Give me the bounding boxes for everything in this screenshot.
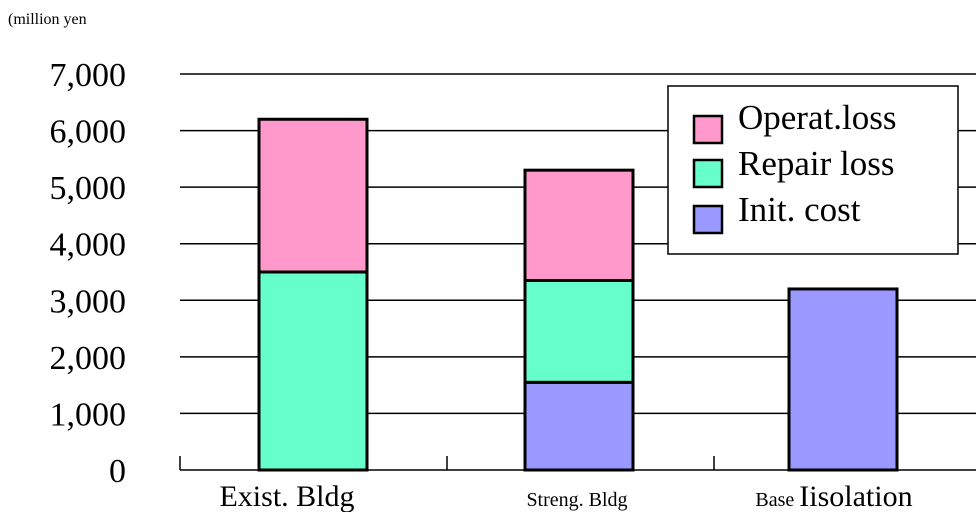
legend-label: Init. cost [738,190,861,229]
y-axis-unit-label: (million yen [8,11,87,28]
y-tick-label: 3,000 [50,283,127,320]
y-axis-tick-labels: 0 1,000 2,000 3,000 4,000 5,000 6,000 7,000 [50,57,127,490]
legend: Operat.loss Repair loss Init. cost [667,85,959,255]
x-category-label-prefix: Base [755,489,799,511]
y-tick-label: 6,000 [50,114,127,151]
legend-swatch [692,204,724,235]
y-tick-label: 1,000 [50,396,127,433]
y-tick-label: 4,000 [50,227,127,264]
x-category-label: Base Iisolation [755,480,912,512]
y-tick-label: 7,000 [50,57,127,94]
bar-segment-repair-loss [523,278,635,384]
legend-label: Repair loss [738,144,895,183]
bar-segment-init-cost [523,380,635,472]
x-axis-category-labels: Exist. Bldg Streng. Bldg Base Iisolation [219,480,912,512]
legend-swatch [692,114,724,145]
x-category-label: Streng. Bldg [526,489,627,511]
legend-swatch [692,158,724,189]
y-tick-label: 0 [109,453,126,490]
x-category-label-main: Iisolation [799,480,912,512]
x-category-label: Exist. Bldg [219,480,354,512]
bar-segment-init-cost [787,287,899,472]
legend-label: Operat.loss [738,98,896,137]
bars [257,117,899,472]
bar-segment-operat-loss [523,168,635,282]
x-category-label-main: Exist. Bldg [219,480,354,512]
y-tick-label: 5,000 [50,170,127,207]
bar-segment-operat-loss [257,117,369,274]
x-category-label-prefix: Streng. Bldg [526,489,627,511]
bar-segment-repair-loss [257,270,369,472]
y-tick-label: 2,000 [50,340,127,377]
